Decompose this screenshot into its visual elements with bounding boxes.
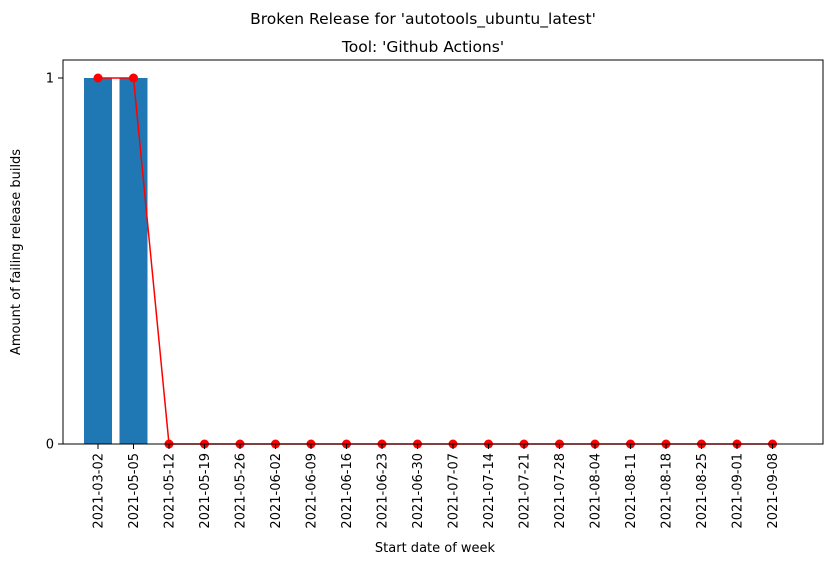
x-tick-label: 2021-06-02: [269, 453, 284, 529]
x-tick-label: 2021-05-05: [127, 453, 142, 529]
x-tick-label: 2021-03-02: [92, 453, 107, 529]
bar: [119, 78, 148, 444]
axes: 2021-03-02 2021-05-05 2021-05-12 2021-05-19…: [46, 72, 781, 529]
line-point: [93, 73, 103, 83]
x-tick-label: 2021-06-23: [376, 453, 391, 529]
x-tick-label: 2021-08-04: [589, 453, 604, 529]
x-tick-label: 2021-08-11: [624, 453, 639, 529]
x-tick-label: 2021-07-21: [518, 453, 533, 529]
x-tick-label: 2021-09-08: [766, 453, 781, 529]
x-tick-label: 2021-07-14: [482, 453, 497, 529]
x-tick-label: 2021-05-26: [234, 453, 249, 529]
bar: [84, 78, 112, 444]
x-axis-label: Start date of week: [375, 541, 496, 556]
series-line: [98, 77, 773, 445]
y-tick-label: 1: [46, 72, 54, 87]
x-tick-label: 2021-06-09: [305, 453, 320, 529]
x-tick-label: 2021-07-07: [447, 453, 462, 529]
chart-subtitle: Tool: 'Github Actions': [341, 38, 504, 56]
y-axis-label: Amount of failing release builds: [9, 149, 24, 355]
x-tick-label: 2021-05-12: [163, 453, 178, 529]
chart-title: Broken Release for 'autotools_ubuntu_lat…: [250, 10, 596, 29]
x-tick-label: 2021-08-25: [695, 453, 710, 529]
y-tick-label: 0: [46, 438, 54, 453]
x-tick-label: 2021-07-28: [553, 453, 568, 529]
x-tick-label: 2021-08-18: [660, 453, 675, 529]
plot-marks: [84, 73, 777, 449]
x-tick-label: 2021-05-19: [198, 453, 213, 529]
x-tick-label: 2021-06-16: [340, 453, 355, 529]
line-point: [129, 73, 138, 83]
x-tick-label: 2021-09-01: [731, 453, 746, 529]
x-tick-label: 2021-06-30: [411, 453, 426, 529]
plot-frame: [62, 59, 824, 445]
